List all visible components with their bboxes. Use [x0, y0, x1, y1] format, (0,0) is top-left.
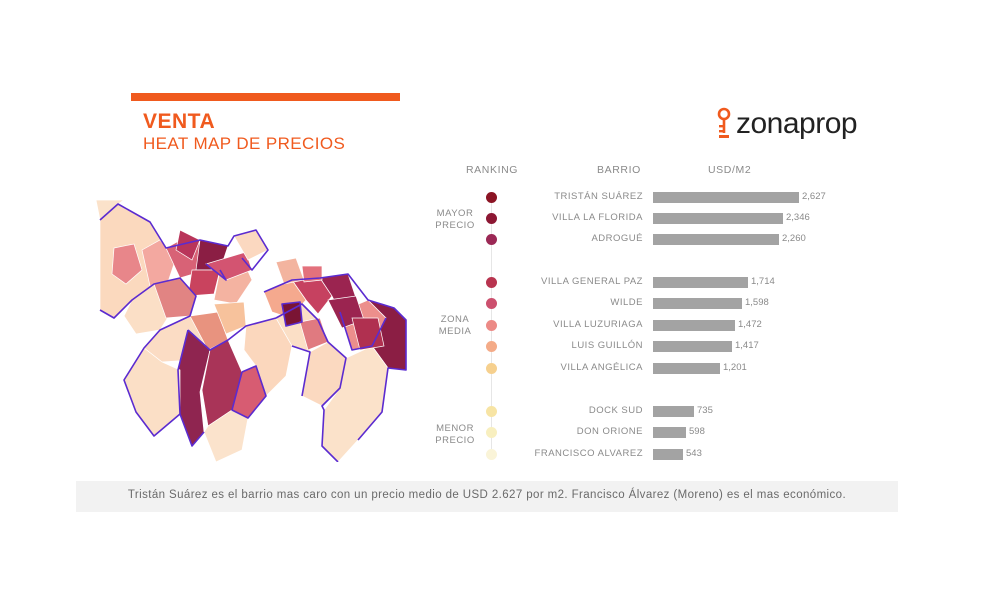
price-value-label: 1,472 [738, 319, 762, 330]
usd-column-header: USD/M2 [708, 164, 752, 176]
barrio-label: VILLA LUZURIAGA [553, 319, 643, 330]
barrio-label: TRISTÁN SUÁREZ [554, 191, 643, 202]
accent-bar [131, 93, 400, 101]
logo-text: zonaprop [736, 107, 858, 140]
group-label-mayor-line2: PRECIO [435, 220, 475, 231]
price-bar [653, 320, 735, 331]
barrio-label: FRANCISCO ALVAREZ [534, 448, 643, 459]
group-label-menor: MENOR PRECIO [425, 423, 485, 447]
rank-dot [486, 277, 497, 288]
ranking-column-header: RANKING [466, 164, 519, 176]
barrio-label: VILLA ANGÉLICA [560, 362, 643, 373]
price-bar [653, 298, 742, 309]
group-label-mayor: MAYOR PRECIO [425, 208, 485, 232]
price-value-label: 1,714 [751, 276, 775, 287]
barrio-label: WILDE [610, 297, 643, 308]
zonaprop-logo: zonaprop [716, 104, 858, 144]
group-label-media-line2: MEDIA [438, 326, 472, 337]
rank-dot [486, 320, 497, 331]
price-value-label: 1,201 [723, 362, 747, 373]
price-bar [653, 341, 732, 352]
price-bar [653, 234, 779, 245]
barrio-label: ADROGUÉ [591, 233, 643, 244]
barrio-label: DON ORIONE [576, 426, 643, 437]
barrio-column-header: BARRIO [597, 164, 641, 176]
page-title: VENTA [143, 110, 216, 133]
group-label-media: ZONA MEDIA [425, 314, 485, 338]
page-subtitle: HEAT MAP DE PRECIOS [143, 134, 346, 153]
price-bar [653, 363, 720, 374]
group-label-menor-line2: PRECIO [435, 435, 475, 446]
group-label-menor-line1: MENOR [436, 423, 474, 434]
price-value-label: 1,417 [735, 340, 759, 351]
price-heat-map [96, 200, 407, 462]
price-bar [653, 427, 686, 438]
price-value-label: 543 [686, 448, 702, 459]
rank-dot [486, 341, 497, 352]
footer-note: Tristán Suárez es el barrio mas caro con… [76, 481, 898, 512]
price-value-label: 2,627 [802, 191, 826, 202]
price-value-label: 735 [697, 405, 713, 416]
price-value-label: 1,598 [745, 297, 769, 308]
price-bar [653, 192, 799, 203]
key-pin-icon [717, 107, 731, 138]
barrio-label: LUIS GUILLÓN [571, 340, 643, 351]
rank-dot [486, 192, 497, 203]
price-bar [653, 213, 783, 224]
rank-dot [486, 298, 497, 309]
barrio-label: VILLA GENERAL PAZ [541, 276, 643, 287]
group-label-mayor-line1: MAYOR [436, 208, 474, 219]
rank-dot [486, 213, 497, 224]
rank-dot [486, 363, 497, 374]
footer-text: Tristán Suárez es el barrio mas caro con… [127, 489, 847, 501]
price-bar [653, 277, 748, 288]
price-bar [653, 406, 694, 417]
rank-dot [486, 427, 497, 438]
price-value-label: 598 [689, 426, 705, 437]
rank-dot [486, 234, 497, 245]
rank-dot [486, 449, 497, 460]
barrio-label: VILLA LA FLORIDA [552, 212, 643, 223]
barrio-label: DOCK SUD [588, 405, 643, 416]
group-label-media-line1: ZONA [440, 314, 470, 325]
price-value-label: 2,346 [786, 212, 810, 223]
price-bar [653, 449, 683, 460]
price-value-label: 2,260 [782, 233, 806, 244]
rank-dot [486, 406, 497, 417]
